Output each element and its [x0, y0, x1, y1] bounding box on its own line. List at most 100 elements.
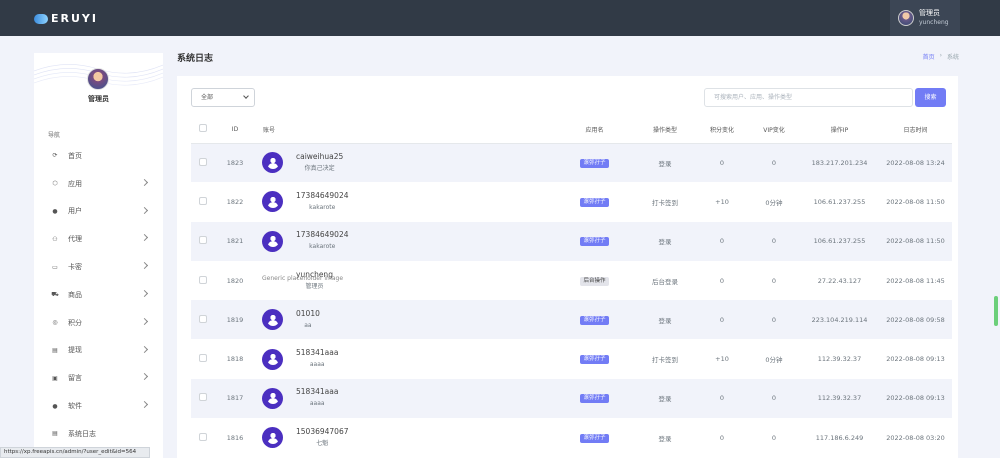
cell-id: 1820 — [226, 276, 244, 285]
table-row[interactable]: 1823 caiweihua25 你真己决定 滚弥孖子 登录 0 0 183.2… — [191, 143, 952, 183]
column-header-points[interactable]: 积分变化 — [696, 116, 748, 144]
sidebar-item-2[interactable]: ● 用户 — [34, 198, 163, 226]
cell-time: 2022-08-08 11:45 — [886, 276, 945, 285]
user-username: yuncheng — [919, 19, 949, 26]
cell-vip: 0分钟 — [765, 356, 783, 365]
cell-op-type: 登录 — [634, 221, 696, 261]
app-badge: 滚弥孖子 — [580, 237, 609, 247]
cell-account: 15036947067 七魁 — [255, 418, 555, 457]
select-all-checkbox[interactable] — [199, 124, 207, 133]
top-navbar: ERUYI 管理员 yuncheng — [0, 0, 1000, 36]
table-row[interactable]: 1819 01010 aa 滚弥孖子 登录 0 0 223.104.219.11… — [191, 300, 952, 340]
account-name[interactable]: 01010 — [296, 308, 320, 318]
sidebar-item-icon: ◎ — [52, 319, 58, 327]
filter-select[interactable]: 全部 — [191, 88, 255, 107]
cell-vip: 0 — [748, 221, 800, 261]
cell-time: 2022-08-08 09:58 — [879, 300, 952, 340]
sidebar-item-label: 留言 — [68, 374, 82, 383]
search-input[interactable]: 可搜索用户、应用、操作类型 — [704, 88, 913, 107]
cell-account: 17384649024 kakarote — [255, 182, 555, 221]
account-name[interactable]: 15036947067 — [296, 426, 349, 436]
sidebar-item-label: 软件 — [68, 402, 82, 411]
chevron-right-icon — [140, 317, 149, 325]
sidebar-item-9[interactable]: ● 软件 — [34, 392, 163, 420]
cell-vip: 0 — [748, 143, 800, 183]
breadcrumb-home[interactable]: 首页 — [922, 54, 935, 61]
cell-app: 滚弥孖子 — [555, 182, 634, 221]
sidebar-item-icon: ● — [52, 207, 58, 215]
row-checkbox[interactable] — [199, 432, 207, 441]
cell-ip: 27.22.43.127 — [817, 276, 862, 285]
sidebar-item-icon: ⛟ — [51, 290, 59, 298]
row-checkbox[interactable] — [199, 236, 207, 245]
search-button[interactable]: 搜索 — [915, 88, 946, 107]
sidebar-item-8[interactable]: ▣ 留言 — [34, 364, 163, 392]
account-name[interactable]: 17384649024 — [296, 190, 349, 200]
avatar — [262, 230, 283, 252]
column-header-app[interactable]: 应用名 — [555, 116, 634, 144]
cell-id: 1822 — [226, 197, 244, 206]
column-header-account[interactable]: 账号 — [255, 116, 555, 144]
column-header-op-type[interactable]: 操作类型 — [634, 116, 696, 144]
row-checkbox[interactable] — [199, 393, 207, 402]
cell-vip: 0分钟 — [765, 198, 783, 207]
breadcrumb-separator: › — [939, 52, 942, 59]
app-badge: 滚弥孖子 — [580, 158, 609, 168]
sidebar-item-10[interactable]: ▤ 系统日志 — [34, 420, 163, 448]
cell-op-type: 打卡签到 — [652, 356, 678, 365]
row-checkbox[interactable] — [199, 196, 207, 205]
table-row[interactable]: 1818 518341aaa aaaa 滚弥孖子 打卡签到 +10 0分钟 11… — [191, 339, 952, 378]
column-header-id[interactable]: ID — [215, 116, 255, 144]
user-menu[interactable]: 管理员 yuncheng — [890, 0, 960, 36]
sidebar-item-5[interactable]: ⛟ 商品 — [34, 281, 163, 309]
sidebar-item-0[interactable]: ⟳ 首页 — [34, 142, 163, 170]
avatar — [262, 348, 283, 370]
sidebar-item-4[interactable]: ▭ 卡密 — [34, 253, 163, 281]
account-name[interactable]: 518341aaa — [296, 348, 339, 358]
account-name[interactable]: 17384649024 — [296, 230, 349, 240]
table-row[interactable]: 1817 518341aaa aaaa 滚弥孖子 登录 0 0 112.39.3… — [191, 378, 952, 419]
sidebar-item-icon: ⬡ — [52, 180, 58, 188]
page-title: 系统日志 — [177, 54, 214, 64]
row-checkbox[interactable] — [199, 157, 207, 166]
cell-id: 1817 — [215, 378, 255, 419]
cell-ip: 117.186.6.249 — [815, 433, 864, 442]
sidebar-item-3[interactable]: ⚇ 代理 — [34, 225, 163, 253]
cell-points: 0 — [696, 143, 748, 183]
table-row[interactable]: 1820 Generic placeholder image yuncheng … — [191, 261, 952, 300]
sidebar-item-7[interactable]: ▤ 提现 — [34, 337, 163, 365]
column-header-time[interactable]: 日志时间 — [879, 116, 952, 144]
row-checkbox[interactable] — [199, 275, 207, 284]
account-nickname: 你真己决定 — [304, 164, 335, 172]
cell-app: 滚弥孖子 — [555, 339, 634, 378]
sidebar-item-6[interactable]: ◎ 积分 — [34, 309, 163, 337]
account-name[interactable]: caiweihua25 — [296, 151, 344, 161]
account-nickname: aa — [304, 321, 312, 329]
row-checkbox[interactable] — [199, 314, 207, 323]
profile-avatar[interactable] — [87, 68, 109, 90]
chevron-right-icon — [140, 401, 149, 409]
table-row[interactable]: 1816 15036947067 七魁 滚弥孖子 登录 0 0 117.186.… — [191, 418, 952, 457]
row-checkbox[interactable] — [199, 354, 207, 363]
account-name[interactable]: 518341aaa — [296, 387, 339, 397]
account-name[interactable]: yuncheng — [296, 269, 333, 279]
table-row[interactable]: 1821 17384649024 kakarote 滚弥孖子 登录 0 0 10… — [191, 221, 952, 261]
page-scrollbar[interactable] — [994, 296, 998, 326]
app-logo[interactable]: ERUYI — [34, 12, 98, 25]
table-row[interactable]: 1822 17384649024 kakarote 滚弥孖子 打卡签到 +10 … — [191, 182, 952, 221]
chevron-right-icon — [140, 178, 149, 186]
column-header-vip[interactable]: VIP变化 — [748, 116, 800, 144]
cell-ip: 106.61.237.255 — [800, 221, 879, 261]
column-header-ip[interactable]: 操作IP — [800, 116, 879, 144]
sidebar-nav: ⟳ 首页 ⬡ 应用 ● 用户 ⚇ 代理 ▭ 卡密 ⛟ 商品 ◎ 积分 ▤ 提现 ▣ 留言 ● 软件 ▤ 系统日志 — [34, 142, 163, 448]
user-icon — [266, 195, 279, 208]
cell-id: 1818 — [226, 355, 244, 364]
cell-id: 1821 — [215, 221, 255, 261]
sidebar-item-1[interactable]: ⬡ 应用 — [34, 170, 163, 198]
cell-points: 0 — [696, 300, 748, 340]
avatar — [898, 10, 914, 26]
cell-op-type: 登录 — [634, 143, 696, 183]
cell-id: 1816 — [226, 433, 244, 442]
cell-ip: 112.39.32.37 — [817, 355, 862, 364]
app-badge: 滚弥孖子 — [580, 355, 609, 365]
